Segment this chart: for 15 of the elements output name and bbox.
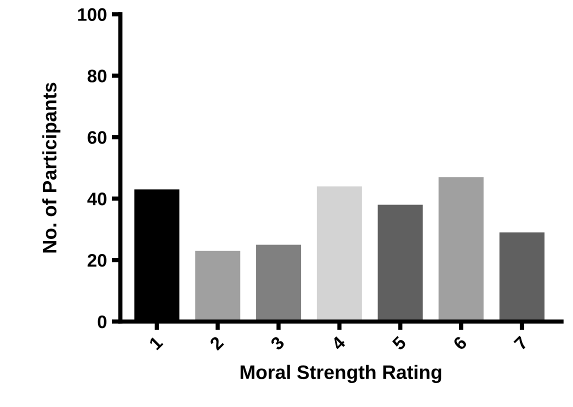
- y-tick-label: 20: [88, 254, 106, 267]
- x-tick-label: 3: [270, 336, 286, 351]
- y-tick-label: 100: [78, 8, 106, 21]
- y-tick-label: 40: [87, 192, 106, 206]
- x-tick-label: 4: [330, 335, 346, 351]
- x-axis-title: Moral Strength Rating: [240, 364, 442, 384]
- x-tick-label: 5: [392, 336, 407, 351]
- x-tick-label: 2: [208, 336, 224, 351]
- x-tick-label: 1: [148, 336, 164, 350]
- x-tick-label: 6: [452, 336, 468, 351]
- y-tick-label: 80: [88, 70, 106, 82]
- y-axis-title: No. of Participants: [42, 82, 60, 252]
- y-tick-label: 60: [88, 131, 106, 144]
- y-tick-label: 0: [98, 315, 106, 328]
- x-tick-label: 7: [514, 336, 528, 351]
